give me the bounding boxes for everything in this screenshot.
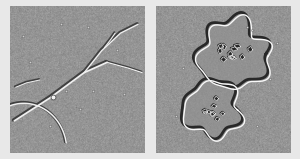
Polygon shape <box>209 112 214 116</box>
Polygon shape <box>234 44 240 48</box>
Polygon shape <box>220 112 224 115</box>
Polygon shape <box>206 110 211 113</box>
Polygon shape <box>227 51 232 56</box>
Polygon shape <box>230 46 237 50</box>
Polygon shape <box>215 117 219 121</box>
Polygon shape <box>230 55 234 59</box>
Polygon shape <box>221 44 226 49</box>
Polygon shape <box>182 80 244 140</box>
Polygon shape <box>210 111 215 116</box>
Polygon shape <box>229 56 236 59</box>
Polygon shape <box>211 104 216 107</box>
Polygon shape <box>202 108 207 113</box>
Polygon shape <box>214 96 218 100</box>
Polygon shape <box>248 46 252 52</box>
Polygon shape <box>218 48 222 53</box>
Polygon shape <box>194 14 271 88</box>
Polygon shape <box>240 54 244 59</box>
Polygon shape <box>203 111 207 114</box>
Polygon shape <box>218 43 223 48</box>
Polygon shape <box>228 55 234 58</box>
Polygon shape <box>220 57 226 62</box>
